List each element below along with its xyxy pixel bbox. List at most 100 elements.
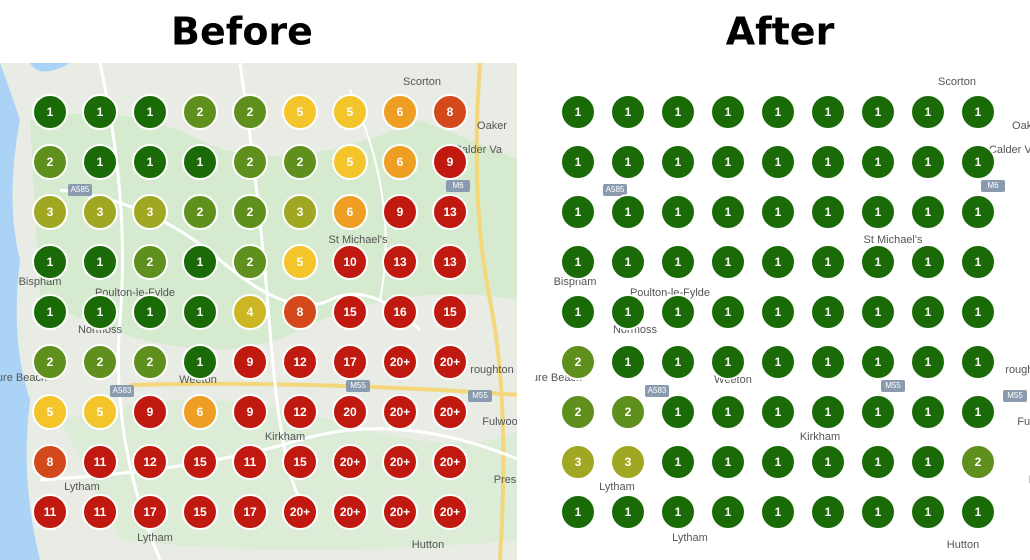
place-label: Kirkham xyxy=(800,431,840,443)
rank-pin xyxy=(860,344,896,380)
rank-label: 2 xyxy=(625,405,632,419)
rank-label: 6 xyxy=(197,405,204,419)
rank-pin xyxy=(610,194,646,230)
rank-label: 1 xyxy=(625,205,632,219)
rank-label: 1 xyxy=(925,255,932,269)
rank-label: 3 xyxy=(625,455,632,469)
rank-pin xyxy=(760,194,796,230)
rank-pin xyxy=(382,444,418,480)
place-label: Scorton xyxy=(938,76,976,88)
rank-label: 1 xyxy=(975,405,982,419)
place-label: Pres xyxy=(1029,474,1030,486)
place-label: Fulwoo xyxy=(482,416,517,428)
rank-pin xyxy=(432,394,468,430)
rank-label: 1 xyxy=(975,355,982,369)
rank-pin xyxy=(660,394,696,430)
rank-label: 1 xyxy=(775,355,782,369)
rank-label: 2 xyxy=(975,455,982,469)
rank-pin xyxy=(82,144,118,180)
rank-pin xyxy=(232,444,268,480)
rank-label: 1 xyxy=(775,255,782,269)
rank-label: 1 xyxy=(725,205,732,219)
rank-pin xyxy=(132,294,168,330)
rank-label: 1 xyxy=(875,505,882,519)
rank-label: 2 xyxy=(147,355,154,369)
rank-pin xyxy=(560,394,596,430)
rank-label: 1 xyxy=(97,305,104,319)
rank-pin xyxy=(810,194,846,230)
road-badge xyxy=(603,184,627,196)
rank-pin xyxy=(610,394,646,430)
rank-label: 5 xyxy=(47,405,54,419)
rank-label: 20 xyxy=(343,405,357,419)
rank-pin xyxy=(910,94,946,130)
rank-pin xyxy=(432,444,468,480)
rank-pin xyxy=(182,344,218,380)
rank-label: 1 xyxy=(625,105,632,119)
rank-label: 20+ xyxy=(340,455,360,469)
rank-label: 1 xyxy=(825,305,832,319)
rank-pin xyxy=(182,294,218,330)
rank-label: 20+ xyxy=(340,505,360,519)
rank-pin xyxy=(332,394,368,430)
place-label: Lytham xyxy=(64,481,100,493)
rank-pin xyxy=(332,444,368,480)
road-label: A583 xyxy=(648,386,667,395)
rank-label: 3 xyxy=(575,455,582,469)
rank-label: 1 xyxy=(925,405,932,419)
rank-label: 1 xyxy=(875,405,882,419)
title-after: After xyxy=(726,10,835,54)
rank-pin xyxy=(910,344,946,380)
rank-label: 11 xyxy=(244,455,257,469)
rank-pin xyxy=(232,394,268,430)
rank-label: 4 xyxy=(247,305,254,319)
rank-label: 1 xyxy=(925,455,932,469)
rank-label: 1 xyxy=(675,355,682,369)
place-label: Fulwoo xyxy=(1017,416,1030,428)
rank-label: 1 xyxy=(725,405,732,419)
rank-pin xyxy=(32,344,68,380)
rank-label: 2 xyxy=(97,355,104,369)
rank-pin xyxy=(710,394,746,430)
rank-pin xyxy=(710,94,746,130)
place-label: roughton xyxy=(470,364,513,376)
rank-pin xyxy=(282,144,318,180)
rank-pin xyxy=(910,494,946,530)
place-label: Hutton xyxy=(947,539,979,551)
rank-pin xyxy=(32,144,68,180)
rank-pin xyxy=(282,94,318,130)
rank-pin xyxy=(332,494,368,530)
rank-label: 17 xyxy=(343,355,357,369)
rank-label: 10 xyxy=(343,255,357,269)
rank-pin xyxy=(710,494,746,530)
rank-label: 12 xyxy=(143,455,157,469)
rank-label: 3 xyxy=(97,205,104,219)
rank-pin xyxy=(860,494,896,530)
rank-pin xyxy=(610,344,646,380)
rank-pin xyxy=(82,244,118,280)
rank-label: 1 xyxy=(725,355,732,369)
rank-label: 1 xyxy=(875,105,882,119)
rank-pin xyxy=(132,244,168,280)
rank-pin xyxy=(610,244,646,280)
place-label: Pres xyxy=(494,474,517,486)
rank-pin xyxy=(660,144,696,180)
rank-pin xyxy=(382,294,418,330)
rank-label: 17 xyxy=(143,505,157,519)
rank-pin xyxy=(960,94,996,130)
rank-pin xyxy=(232,94,268,130)
rank-pin xyxy=(660,94,696,130)
rank-label: 5 xyxy=(297,255,304,269)
rank-pin xyxy=(282,344,318,380)
place-label: Lytham xyxy=(599,481,635,493)
place-label: Hutton xyxy=(412,539,444,551)
rank-pin xyxy=(132,394,168,430)
rank-label: 1 xyxy=(675,205,682,219)
rank-pin xyxy=(32,244,68,280)
rank-label: 11 xyxy=(44,505,57,519)
rank-label: 6 xyxy=(347,205,354,219)
rank-label: 3 xyxy=(47,205,54,219)
rank-label: 1 xyxy=(775,505,782,519)
rank-pin xyxy=(432,94,468,130)
rank-pin xyxy=(810,444,846,480)
